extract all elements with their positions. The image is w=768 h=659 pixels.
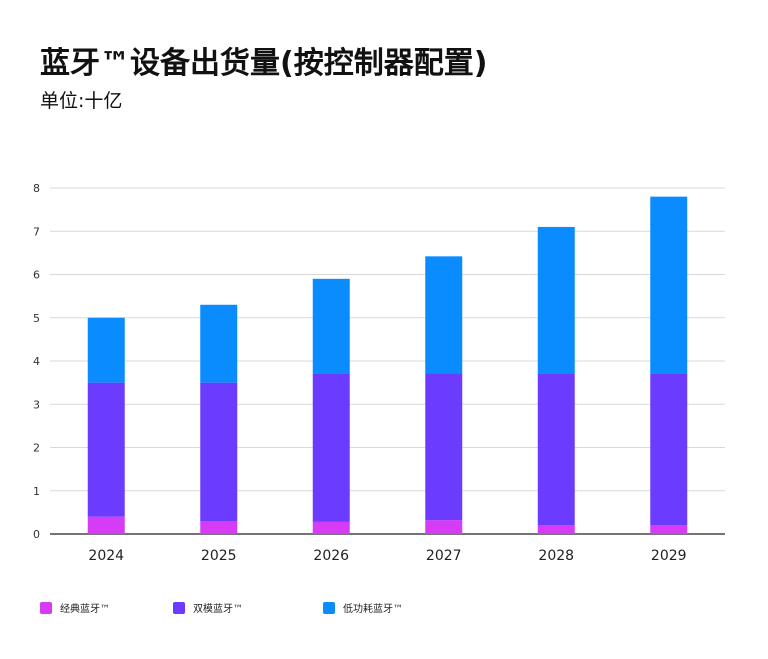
- bar-segment-dual-2028: [537, 373, 575, 526]
- bar-segment-le-2029: [650, 196, 688, 374]
- chart-subtitle: 单位:十亿: [40, 90, 123, 112]
- bar-segment-classic-2026: [312, 521, 350, 534]
- bar-segment-dual-2024: [87, 382, 125, 517]
- bar-segment-dual-2029: [650, 373, 688, 526]
- y-tick-label: 2: [33, 442, 40, 455]
- legend-swatch-dual: [173, 601, 185, 614]
- stacked-bar-chart: 0 1 2 3 4 5 6 7 8 2024 2025 2026 2027 2028 2029: [33, 182, 725, 564]
- x-tick-label: 2026: [313, 548, 349, 564]
- bar-segment-le-2027: [425, 256, 463, 374]
- x-tick-label: 2029: [651, 548, 687, 564]
- x-tick-label: 2024: [88, 548, 124, 564]
- y-tick-label: 4: [33, 355, 40, 368]
- bar-segment-classic-2024: [87, 516, 125, 534]
- y-tick-label: 1: [33, 485, 40, 498]
- y-tick-label: 8: [33, 182, 40, 195]
- bar-segment-le-2025: [200, 304, 238, 383]
- y-tick-label: 6: [33, 269, 40, 282]
- bar-segment-le-2024: [87, 317, 125, 383]
- legend-swatch-le: [323, 601, 335, 614]
- legend-item-le: 低功耗蓝牙™: [323, 600, 403, 615]
- y-tick-label: 5: [33, 312, 40, 325]
- bar-segment-dual-2026: [312, 373, 350, 522]
- legend-label-dual: 双模蓝牙™: [193, 604, 243, 615]
- y-tick-label: 0: [33, 528, 40, 541]
- bar-segment-classic-2027: [425, 520, 463, 534]
- bar-segment-classic-2028: [537, 525, 575, 534]
- legend-swatch-classic: [40, 601, 52, 614]
- x-tick-label: 2027: [426, 548, 462, 564]
- y-tick-label: 3: [33, 398, 40, 411]
- legend-item-classic: 经典蓝牙™: [40, 600, 110, 615]
- bar-segment-dual-2025: [200, 382, 238, 522]
- legend-item-dual: 双模蓝牙™: [173, 600, 243, 615]
- legend-label-le: 低功耗蓝牙™: [343, 604, 403, 615]
- bar-segment-le-2028: [537, 226, 575, 374]
- y-tick-label: 7: [33, 225, 40, 238]
- chart-legend: 经典蓝牙™ 双模蓝牙™ 低功耗蓝牙™: [0, 600, 768, 620]
- chart-title: 蓝牙™设备出货量(按控制器配置): [40, 46, 488, 81]
- legend-label-classic: 经典蓝牙™: [60, 604, 110, 615]
- x-tick-label: 2028: [538, 548, 574, 564]
- bar-segment-dual-2027: [425, 373, 463, 521]
- x-tick-label: 2025: [201, 548, 237, 564]
- bar-segment-le-2026: [312, 278, 350, 374]
- bar-segment-classic-2029: [650, 525, 688, 534]
- bar-segment-classic-2025: [200, 521, 238, 534]
